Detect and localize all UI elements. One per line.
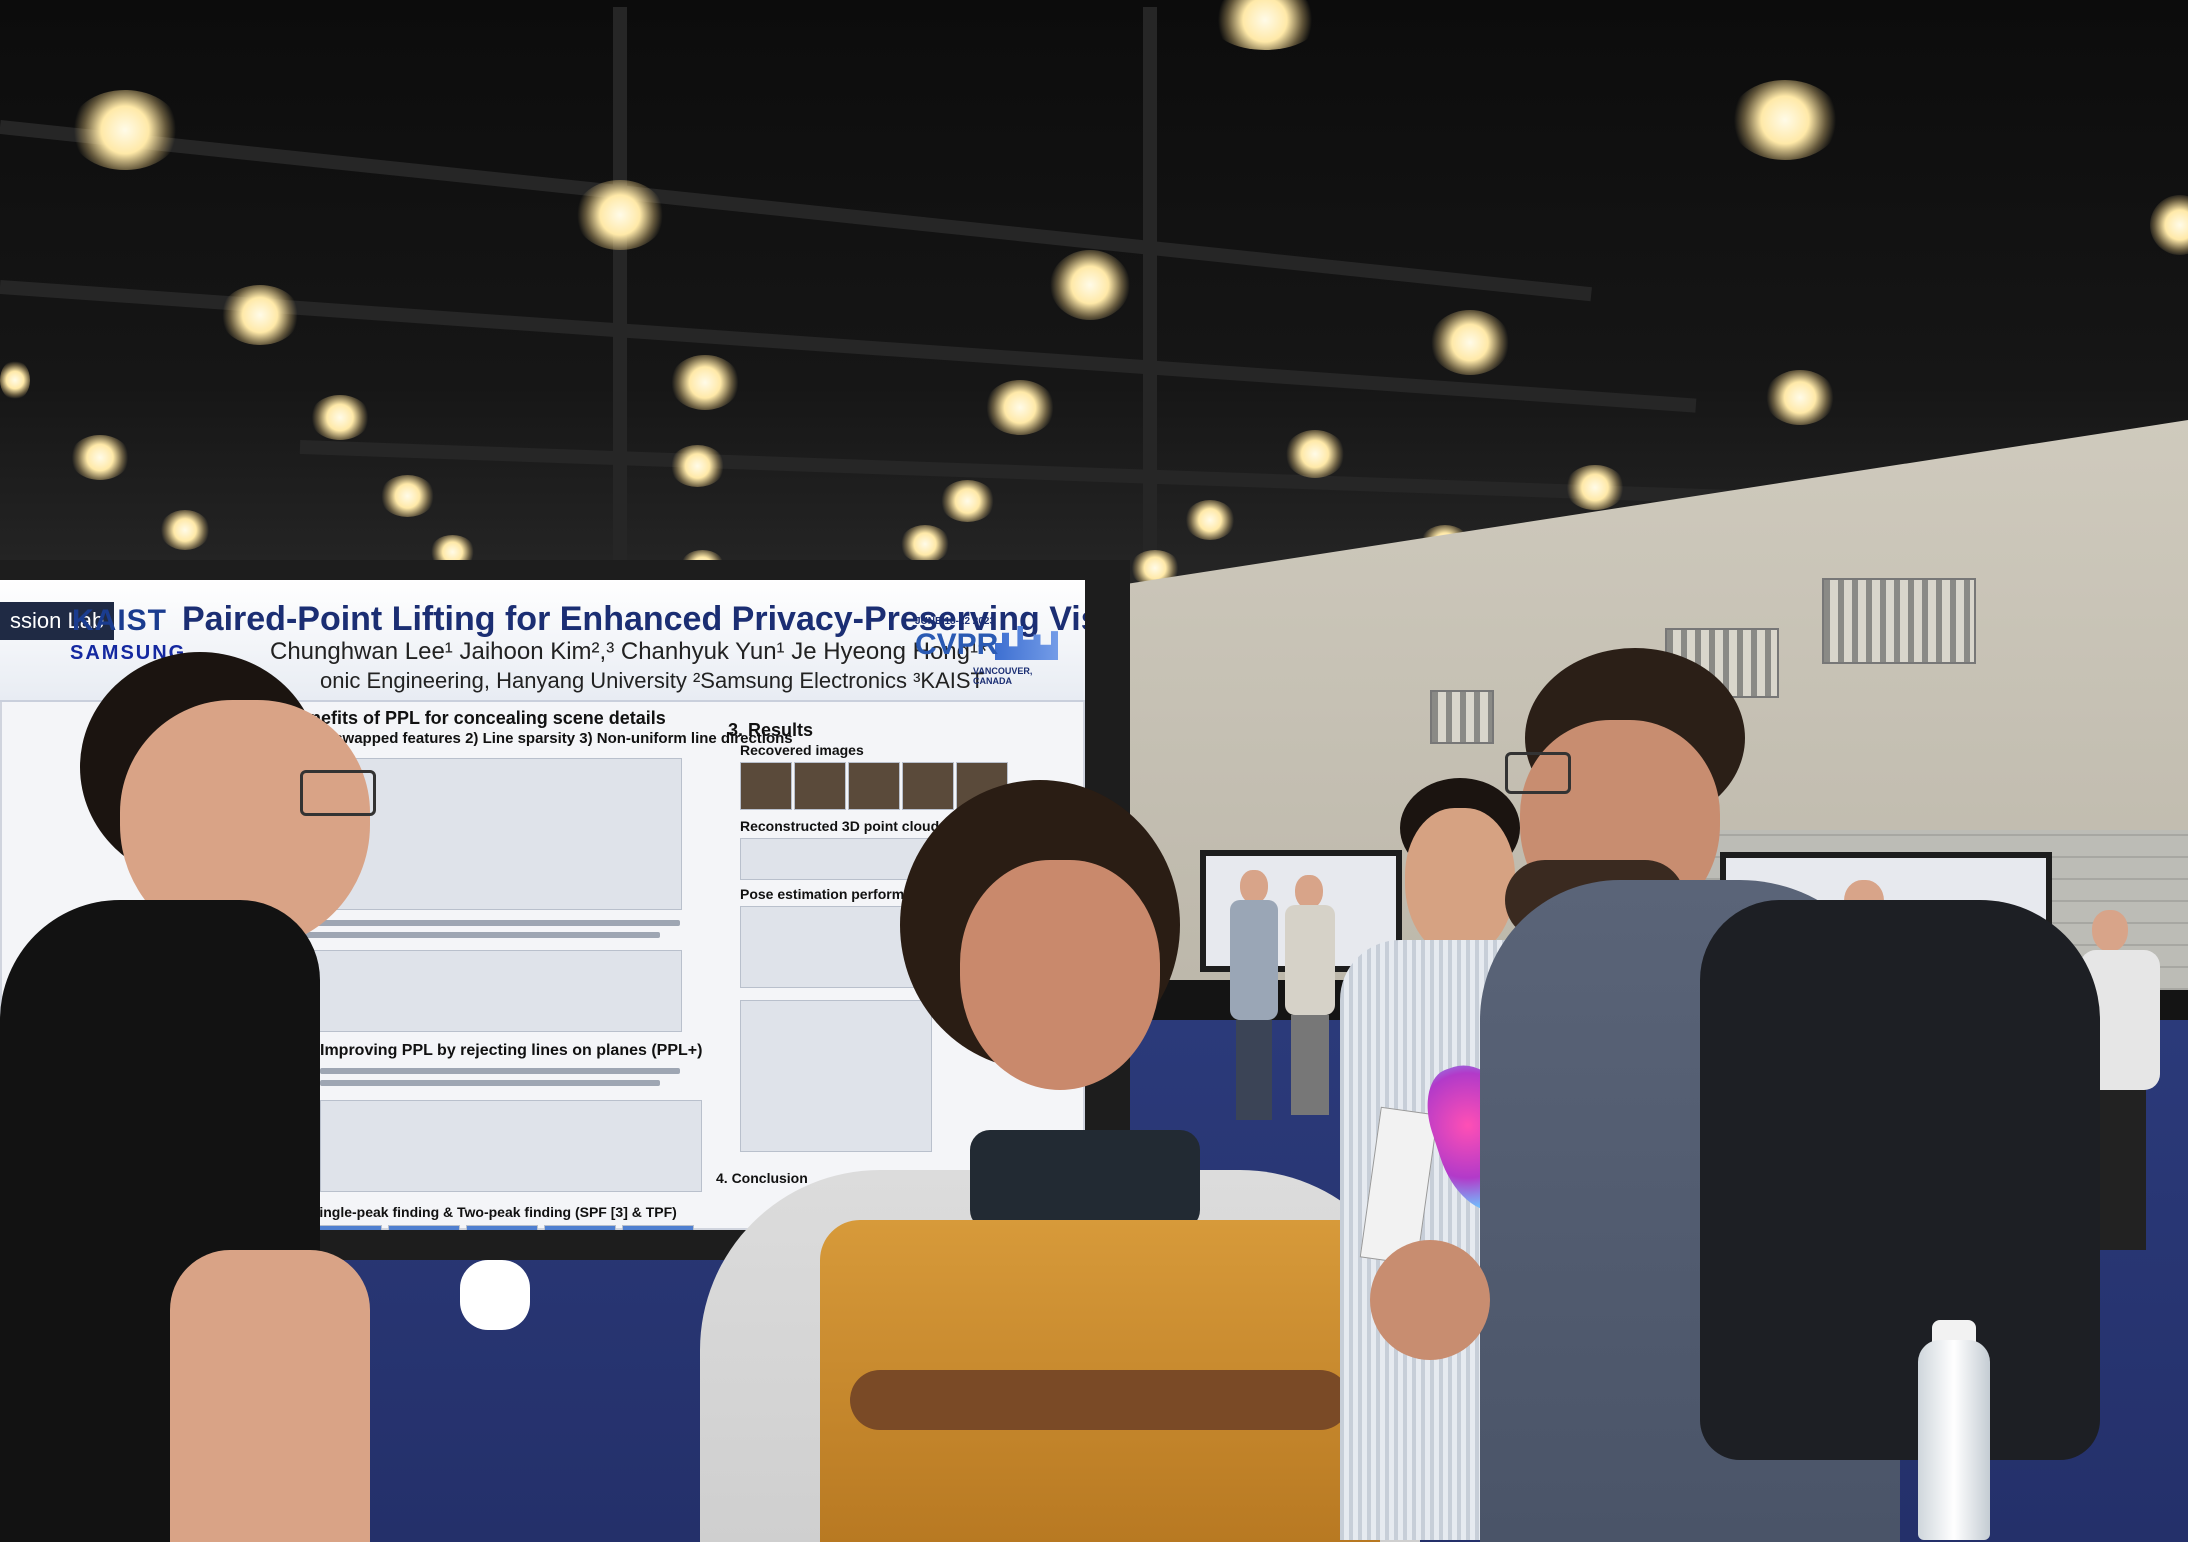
ceiling-light: [940, 480, 995, 522]
poster-title: Paired-Point Lifting for Enhanced Privac…: [182, 600, 1085, 638]
wall-vent: [1822, 578, 1976, 664]
reconstructed-clouds-heading: Reconstructed 3D point clouds: [740, 818, 947, 834]
backpack-strap: [850, 1370, 1350, 1430]
ceiling-light: [1765, 370, 1835, 425]
vancouver-skyline-icon: [995, 626, 1058, 660]
black-backpack: [1700, 900, 2100, 1460]
eyeglasses-icon: [300, 770, 376, 816]
hand: [1370, 1240, 1490, 1360]
ceiling-light: [220, 285, 300, 345]
section-conclusion: 4. Conclusion: [716, 1170, 808, 1186]
ceiling-light: [900, 525, 950, 563]
recovered-image-thumb: [794, 762, 846, 810]
recovered-image-thumb: [902, 762, 954, 810]
section-results: 3. Results: [728, 720, 814, 740]
lines-figure: [300, 950, 682, 1032]
improving-ppl-heading: Improving PPL by rejecting lines on plan…: [320, 1042, 703, 1059]
cvpr-date: JUNE 18-22 2023: [915, 616, 996, 627]
results-table: [740, 1000, 932, 1152]
ceiling-light: [670, 355, 740, 410]
section-benefits: enefits of PPL for concealing scene deta…: [300, 708, 666, 728]
ceiling-beam: [0, 120, 1592, 302]
method-result-thumb: [466, 1225, 538, 1230]
ceiling-light: [575, 180, 665, 250]
benefits-points: 50% swapped features 2) Line sparsity 3)…: [300, 730, 793, 747]
ceiling-light: [1285, 430, 1345, 478]
body-text: [320, 1068, 680, 1074]
ceiling-light: [670, 445, 725, 487]
wall-vent: [1430, 690, 1494, 744]
water-bottle: [1918, 1340, 1990, 1540]
collar: [970, 1130, 1200, 1230]
method-result-thumb: [310, 1225, 382, 1230]
method-result-thumb: [622, 1225, 694, 1230]
ceiling-light: [1430, 310, 1510, 375]
ceiling-light: [380, 475, 435, 517]
ceiling-light: [1730, 80, 1840, 160]
ceiling-light: [70, 435, 130, 480]
ceiling-light: [0, 360, 30, 400]
recovered-image-thumb: [740, 762, 792, 810]
body-text: [300, 920, 680, 926]
poster-authors: Chunghwan Lee¹ Jaihoon Kim²,³ Chanhyuk Y…: [270, 638, 988, 665]
eyeglasses-icon: [1505, 752, 1571, 794]
method-result-thumb: [544, 1225, 616, 1230]
body-text: [300, 932, 660, 938]
ceiling-light: [70, 90, 180, 170]
poster-affiliations: onic Engineering, Hanyang University ²Sa…: [320, 668, 984, 693]
ceiling-light: [1050, 250, 1130, 320]
ceiling-beam: [299, 440, 1900, 510]
cvpr-name: CVPR: [915, 628, 999, 661]
body-text: [320, 1080, 660, 1086]
presenter-arm: [170, 1250, 370, 1542]
cvpr-logo: JUNE 18-22 2023 CVPR VANCOUVER, CANADA: [915, 616, 1065, 686]
ceiling-light: [1210, 0, 1320, 50]
ceiling-light: [1565, 465, 1625, 510]
plane-rejection-figure: [320, 1100, 702, 1192]
kaist-logo: KAIST: [72, 604, 167, 637]
ceiling-light: [160, 510, 210, 550]
ceiling-light: [1185, 500, 1235, 540]
single-peak-heading: Single-peak finding & Two-peak finding (…: [310, 1204, 677, 1220]
ceiling-light: [985, 380, 1055, 435]
cvpr-place: VANCOUVER, CANADA: [973, 666, 1033, 686]
pose-estimation-heading: Pose estimation performance: [740, 886, 937, 902]
recovered-images-heading: Recovered images: [740, 742, 864, 758]
method-result-thumb: [388, 1225, 460, 1230]
samsung-logo: SAMSUNG: [70, 642, 187, 664]
lab-logo: ssion Lab: [0, 602, 115, 640]
recovered-image-thumb: [848, 762, 900, 810]
ceiling-light: [310, 395, 370, 440]
